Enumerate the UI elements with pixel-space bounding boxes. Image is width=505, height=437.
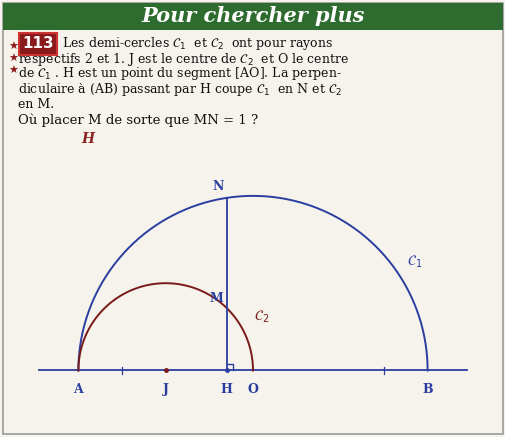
- Text: ★: ★: [8, 42, 18, 52]
- Text: M: M: [209, 291, 223, 305]
- Text: B: B: [422, 383, 432, 396]
- FancyBboxPatch shape: [19, 33, 57, 55]
- Text: ★: ★: [8, 66, 18, 76]
- Text: ★: ★: [8, 54, 18, 64]
- Text: $\mathcal{C}_1$: $\mathcal{C}_1$: [406, 253, 421, 270]
- Text: O: O: [247, 383, 258, 396]
- Text: Les demi-cercles $\mathcal{C}_1$  et $\mathcal{C}_2$  ont pour rayons: Les demi-cercles $\mathcal{C}_1$ et $\ma…: [62, 35, 333, 52]
- Text: 113: 113: [22, 37, 54, 52]
- Text: en M.: en M.: [18, 97, 54, 111]
- Text: diculaire à (AB) passant par H coupe $\mathcal{C}_1$  en N et $\mathcal{C}_2$: diculaire à (AB) passant par H coupe $\m…: [18, 80, 341, 97]
- Text: J: J: [163, 383, 168, 396]
- Text: respectifs 2 et 1. J est le centre de $\mathcal{C}_2$  et O le centre: respectifs 2 et 1. J est le centre de $\…: [18, 51, 348, 67]
- Text: H: H: [81, 132, 94, 146]
- Text: Où placer M de sorte que MN = 1 ?: Où placer M de sorte que MN = 1 ?: [18, 113, 258, 127]
- Text: de $\mathcal{C}_1$ . H est un point du segment [AO]. La perpen-: de $\mathcal{C}_1$ . H est un point du s…: [18, 66, 341, 83]
- Text: $\mathcal{C}_2$: $\mathcal{C}_2$: [254, 308, 269, 325]
- FancyBboxPatch shape: [3, 3, 502, 434]
- Text: A: A: [73, 383, 83, 396]
- Text: Pour chercher plus: Pour chercher plus: [141, 6, 364, 26]
- FancyBboxPatch shape: [3, 3, 502, 30]
- Text: N: N: [212, 180, 223, 194]
- Text: H: H: [221, 383, 232, 396]
